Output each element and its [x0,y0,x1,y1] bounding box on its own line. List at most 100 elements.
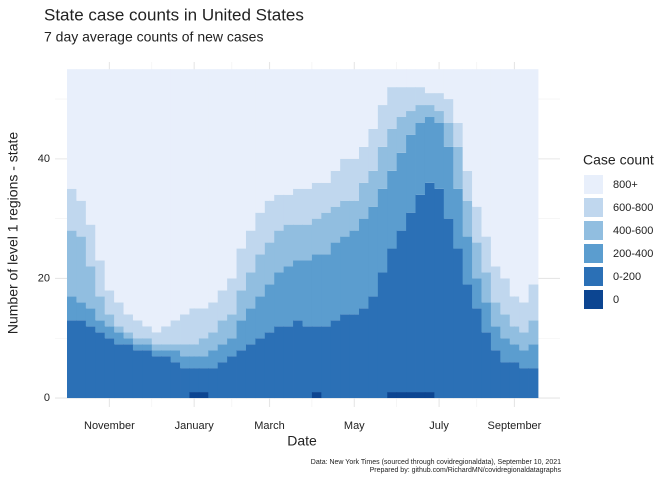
caption: Prepared by: github.com/RichardMN/covidr… [370,467,562,474]
area-step [161,344,172,351]
area-step [509,69,520,297]
area-step [424,117,435,183]
area-step [387,87,398,129]
y-tick-label: 40 [38,153,50,165]
area-step [76,302,87,321]
area-step [321,182,332,213]
area-step [236,320,247,351]
area-step [415,105,426,123]
area-step [132,344,143,351]
area-step [264,69,275,201]
area-step [443,69,454,100]
area-step [274,230,285,273]
area-step [132,338,143,345]
area-step [170,362,181,399]
area-step [180,368,190,399]
legend-swatch [584,221,603,240]
legend-label: 800+ [613,179,638,191]
area-step [359,218,369,309]
area-step [208,69,219,303]
area-step [377,105,388,147]
area-step [208,302,219,333]
area-step [293,224,303,261]
area-step [528,320,539,345]
area-step [396,152,407,231]
area-step [349,69,360,159]
area-step [472,278,482,309]
area-step [151,332,162,345]
area-step [236,248,247,291]
area-step [293,188,303,225]
x-tick-label: November [84,420,135,432]
area-step [406,111,416,135]
area-step [359,182,369,219]
area-step [142,350,153,399]
area-step [509,326,520,345]
area-step [415,194,426,393]
area-step [443,122,454,147]
legend-label: 400-600 [613,225,653,237]
area-step [217,320,228,345]
area-step [490,266,501,303]
area-step [217,362,228,399]
area-step [76,69,87,201]
y-tick-label: 0 [44,392,50,404]
area-step [368,206,379,297]
area-step [387,248,398,393]
area-step [123,344,134,399]
area-step [519,350,529,369]
area-step [151,69,162,333]
area-step [85,266,96,309]
area-step [311,254,322,327]
area-step [349,314,360,399]
area-step [104,290,115,315]
area-step [481,69,492,237]
area-step [255,212,266,255]
area-step [462,236,473,285]
area-step [424,392,435,399]
legend-label: 200-400 [613,248,653,260]
area-step [85,326,96,399]
area-step [217,290,228,321]
area-step [434,69,445,94]
area-step [396,230,407,393]
area-step [330,320,341,399]
area-step [377,146,388,189]
area-step [415,122,426,195]
area-step [302,326,313,399]
area-step [481,272,492,303]
area-step [434,188,445,399]
area-step [198,338,209,357]
area-step [67,188,77,231]
legend-swatch [584,244,603,263]
area-step [95,296,106,321]
area-step [76,200,87,237]
area-step [217,69,228,291]
area-step [264,242,275,285]
area-step [424,69,435,94]
area-step [142,326,153,339]
area-step [528,69,539,285]
area-step [519,69,529,303]
area-step [255,69,266,213]
area-step [180,314,190,345]
area-step [264,200,275,243]
area-step [104,314,115,327]
area-step [245,69,256,231]
area-step [340,69,350,159]
area-step [387,128,398,171]
area-step [142,344,153,351]
area-step [245,344,256,399]
area-step [85,69,96,225]
area-step [443,146,454,219]
area-step [377,188,388,273]
area-step [274,194,285,231]
x-tick-label: January [175,420,215,432]
area-step [198,368,209,393]
legend-label: 0-200 [613,271,641,283]
area-step [509,362,520,399]
area-step [114,302,124,327]
area-step [180,344,190,357]
area-step [151,356,162,399]
